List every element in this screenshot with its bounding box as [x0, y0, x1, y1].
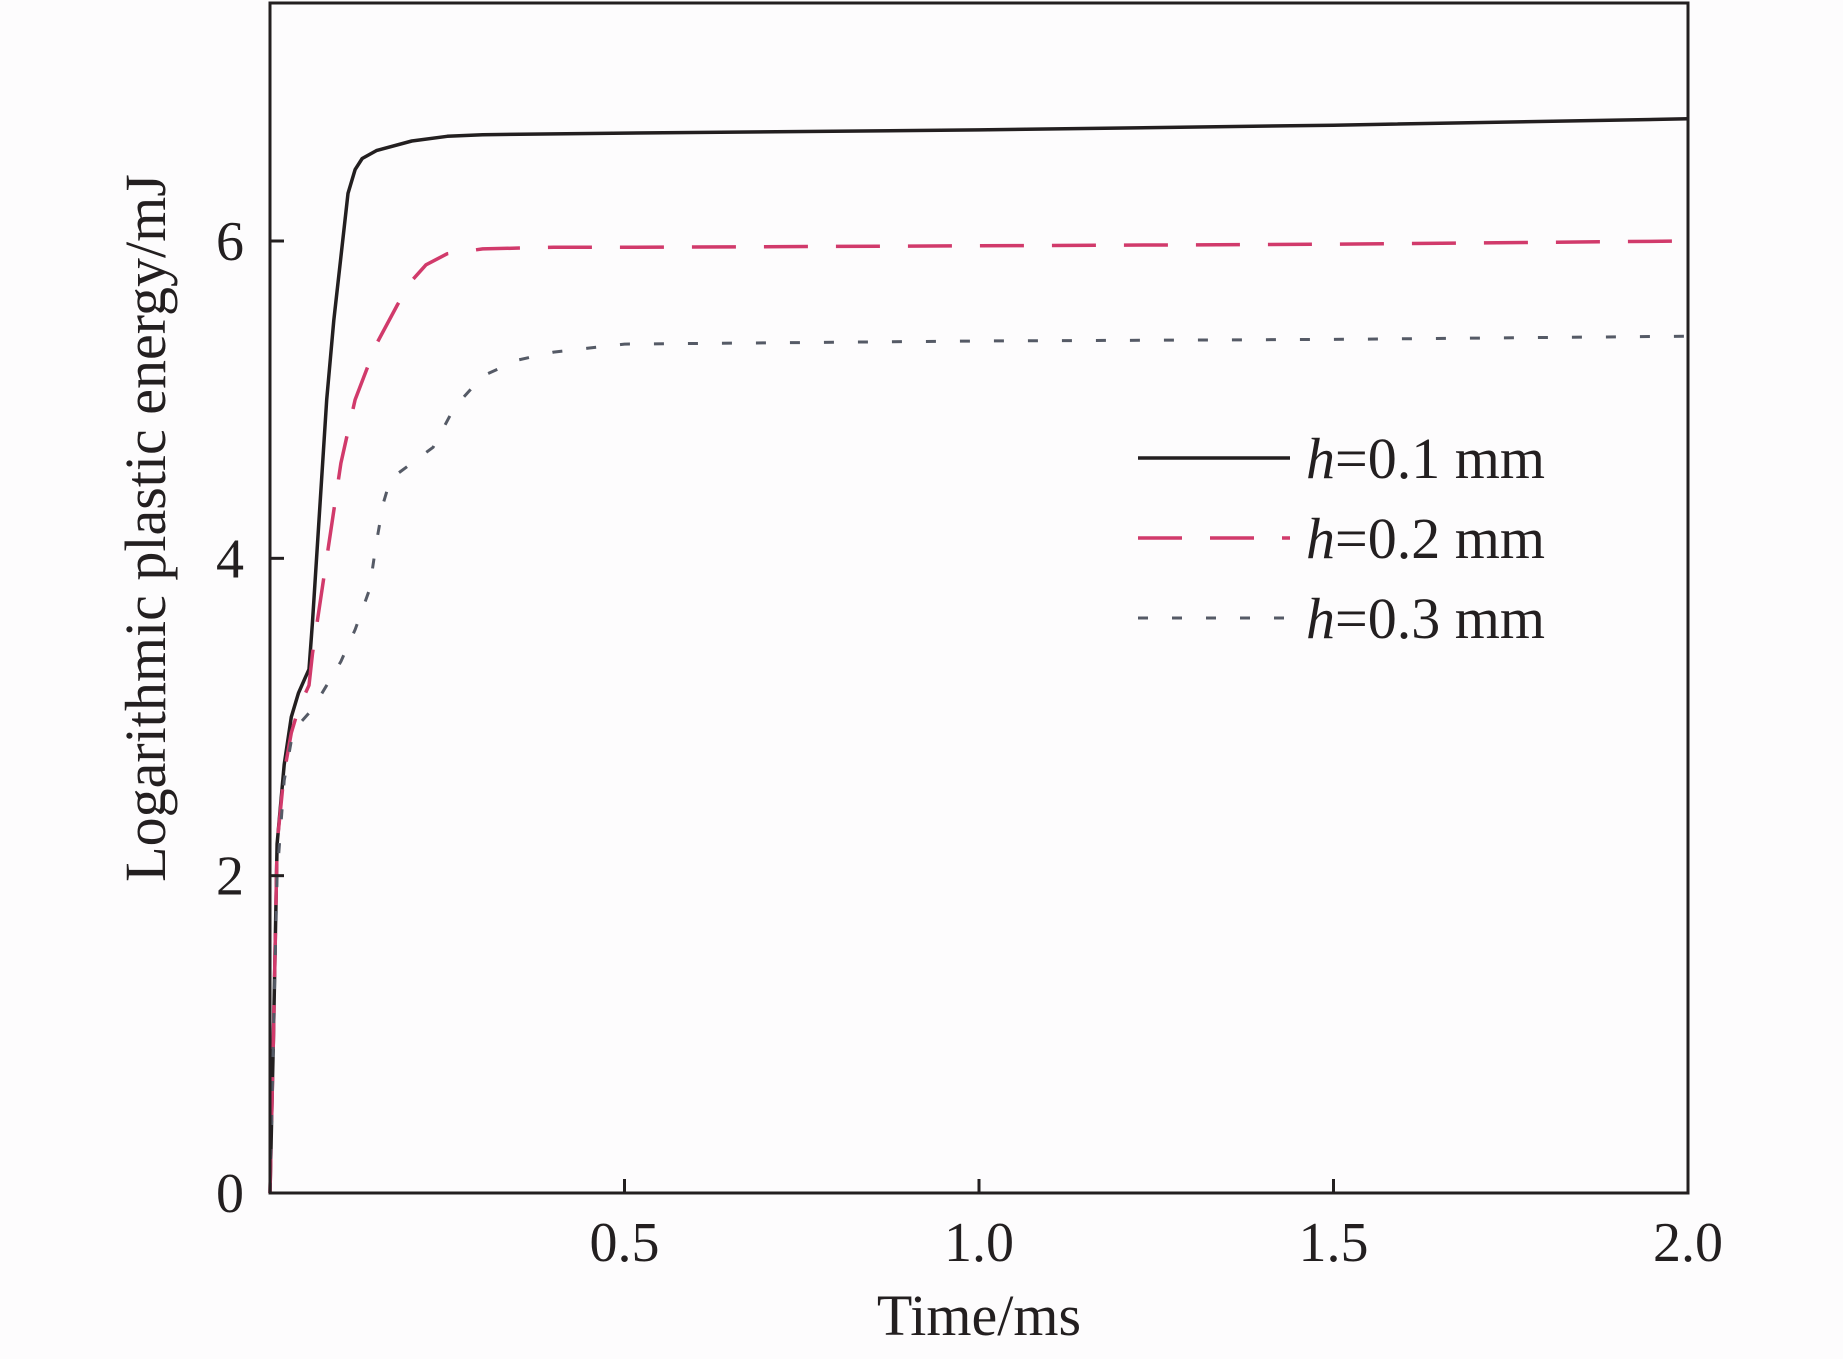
- y-tick-label: 6: [216, 211, 244, 273]
- y-tick-label: 0: [216, 1163, 244, 1225]
- x-tick-label: 1.0: [944, 1212, 1014, 1274]
- legend-variable: h: [1306, 426, 1335, 491]
- legend: h=0.1 mmh=0.2 mmh=0.3 mm: [1138, 426, 1545, 651]
- legend-value: =0.3 mm: [1335, 586, 1545, 651]
- legend-label-3: h=0.3 mm: [1306, 586, 1545, 651]
- tick-layer: 0.5 1.0 1.5 2.0 0 2 4 6: [216, 211, 1723, 1274]
- series-layer: [268, 117, 1689, 1194]
- x-tick-label: 1.5: [1299, 1212, 1369, 1274]
- legend-label-2: h=0.2 mm: [1306, 506, 1545, 571]
- legend-value: =0.2 mm: [1335, 506, 1545, 571]
- legend-value: =0.1 mm: [1335, 426, 1545, 491]
- y-axis-title: Logarithmic plastic energy/mJ: [113, 174, 178, 882]
- legend-variable: h: [1306, 586, 1335, 651]
- y-tick-label: 4: [216, 528, 244, 590]
- x-axis-title: Time/ms: [877, 1283, 1081, 1348]
- series-line-3: [268, 334, 1689, 1194]
- legend-variable: h: [1306, 506, 1335, 571]
- x-tick-label: 0.5: [590, 1212, 660, 1274]
- series-line-1: [268, 117, 1689, 1194]
- y-tick-label: 2: [216, 846, 244, 908]
- x-tick-label: 2.0: [1653, 1212, 1723, 1274]
- legend-label-1: h=0.1 mm: [1306, 426, 1545, 491]
- series-line-2: [268, 239, 1689, 1194]
